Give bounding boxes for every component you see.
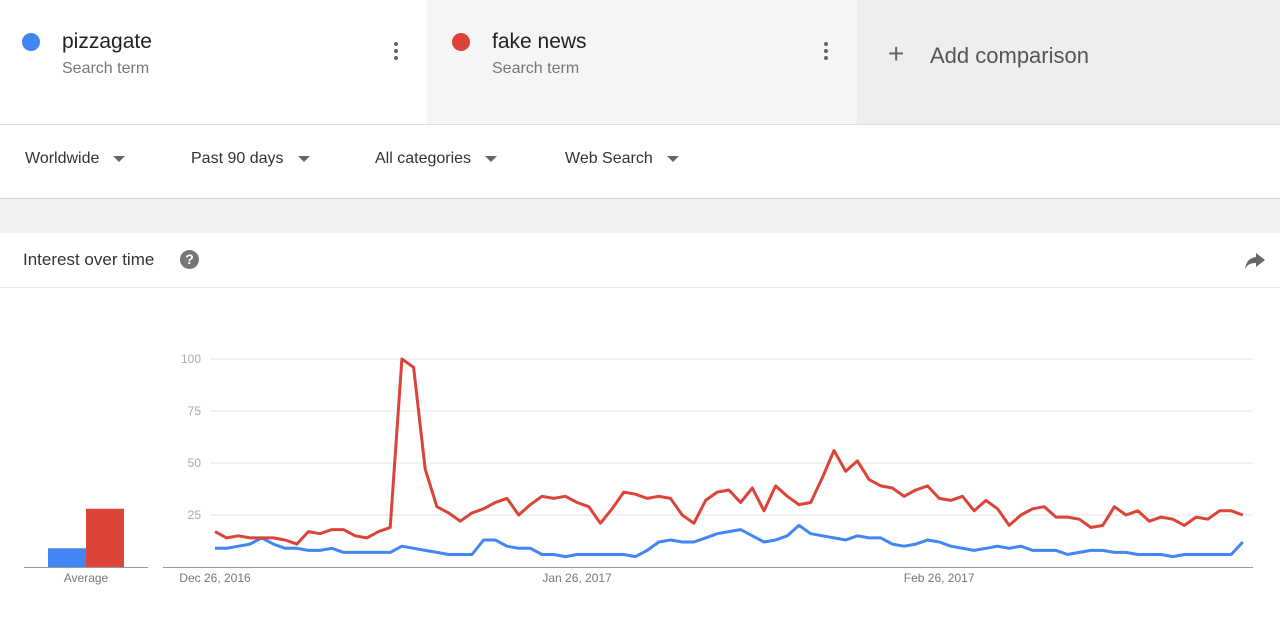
- y-tick-label: 50: [188, 456, 202, 470]
- filter-bar: [0, 124, 1280, 198]
- filter-label: All categories: [375, 150, 472, 167]
- filter[interactable]: Worldwide: [25, 150, 126, 168]
- add-comparison[interactable]: + Add comparison: [857, 0, 1280, 124]
- series-line: [214, 357, 1244, 546]
- term-subtitle: Search term: [492, 60, 580, 77]
- y-tick-label: 75: [188, 404, 202, 418]
- y-tick-label: 25: [188, 508, 202, 522]
- term-tile[interactable]: pizzagate Search term: [0, 0, 427, 124]
- filter[interactable]: Web Search: [565, 150, 679, 168]
- average-bar: [48, 548, 86, 567]
- x-tick-label: Feb 26, 2017: [904, 571, 975, 585]
- average-bar: [86, 508, 124, 567]
- x-tick-label: Dec 26, 2016: [179, 571, 251, 585]
- plus-icon: +: [888, 38, 905, 69]
- add-label: Add comparison: [930, 43, 1089, 68]
- filter-label: Web Search: [565, 150, 653, 167]
- share-icon[interactable]: [1244, 250, 1266, 270]
- x-tick-label: Jan 26, 2017: [542, 571, 612, 585]
- menu-icon[interactable]: [394, 42, 398, 46]
- term-subtitle: Search term: [62, 60, 150, 77]
- term-name: pizzagate: [62, 30, 152, 53]
- term-dot: [22, 33, 40, 51]
- x-axis-label: Average: [64, 571, 109, 585]
- filter[interactable]: All categories: [375, 150, 498, 168]
- filter[interactable]: Past 90 days: [191, 150, 310, 168]
- help-icon[interactable]: ?: [180, 250, 199, 269]
- series-line: [215, 523, 1244, 559]
- filter-label: Past 90 days: [191, 150, 284, 167]
- term-dot: [452, 33, 470, 51]
- term-name: fake news: [492, 30, 587, 53]
- y-tick-label: 100: [181, 352, 201, 366]
- term-tile[interactable]: fake news Search term: [427, 0, 857, 124]
- section-title: Interest over time: [23, 250, 155, 269]
- divider: [0, 287, 1280, 288]
- menu-icon[interactable]: [824, 42, 828, 46]
- filter-label: Worldwide: [25, 150, 100, 167]
- spacer: [0, 199, 1280, 233]
